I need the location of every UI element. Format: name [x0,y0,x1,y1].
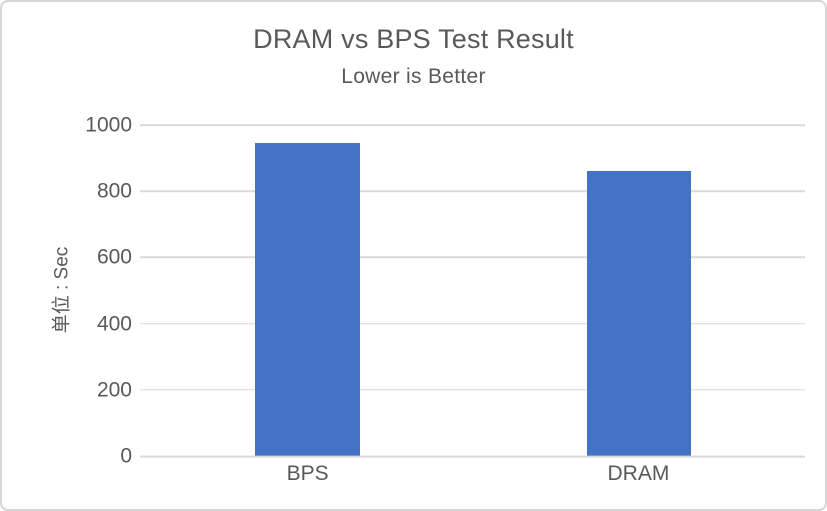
x-axis-category-labels: BPS DRAM [140,463,805,493]
y-tick-600: 600 [96,245,132,269]
y-tick-1000: 1000 [85,113,132,137]
bar-dram [586,171,691,456]
gridline-1000 [140,124,805,126]
chart-subtitle: Lower is Better [341,65,486,88]
y-tick-0: 0 [120,444,132,468]
bar-bps [255,143,360,456]
gridline-400 [140,322,805,325]
y-axis-tick-labels: 1000 800 600 400 200 0 [60,115,132,467]
y-tick-200: 200 [96,378,132,402]
category-label-dram: DRAM [607,462,670,485]
x-axis-line [140,455,805,458]
category-label-bps: BPS [286,462,329,485]
y-tick-400: 400 [96,312,132,336]
gridline-600 [140,256,805,259]
chart-title: DRAM vs BPS Test Result [253,24,574,54]
plot-area [140,124,805,458]
gridline-200 [140,389,805,391]
y-tick-800: 800 [96,179,132,203]
gridline-800 [140,190,805,192]
